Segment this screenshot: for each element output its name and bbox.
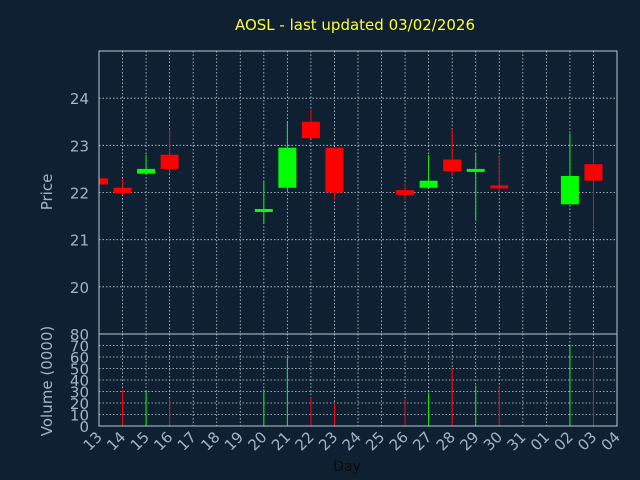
x-tick-label: 23 xyxy=(315,428,341,454)
x-axis-label: Day xyxy=(333,459,361,475)
x-tick-label: 28 xyxy=(433,428,459,454)
volume-grid xyxy=(99,334,617,426)
price-tick-label: 23 xyxy=(70,137,89,155)
x-tick-label: 24 xyxy=(339,428,365,454)
price-candles xyxy=(98,109,603,231)
candle-body-up xyxy=(466,168,485,172)
price-grid xyxy=(99,51,617,334)
volume-bars xyxy=(122,345,594,426)
candle-body-down xyxy=(443,159,462,172)
candle-body-down xyxy=(99,178,108,185)
price-axis-label: Price xyxy=(38,174,56,211)
volume-tick-label: 30 xyxy=(70,384,89,402)
x-tick-label: 16 xyxy=(150,428,176,454)
candle-body-up xyxy=(137,168,156,174)
candle-body-up xyxy=(254,209,273,213)
price-tick-label: 20 xyxy=(70,279,89,297)
volume-axis-label: Volume (0000) xyxy=(38,326,56,436)
x-tick-label: 30 xyxy=(480,428,506,454)
x-tick-label: 25 xyxy=(362,428,388,454)
x-tick-label: 22 xyxy=(292,428,318,454)
candle-body-down xyxy=(490,185,509,189)
candle-body-down xyxy=(160,154,179,169)
x-tick-label: 26 xyxy=(386,428,412,454)
candle-body-up xyxy=(560,175,579,205)
price-tick-label: 21 xyxy=(70,232,89,250)
candle-body-down xyxy=(113,187,132,193)
x-tick-label: 21 xyxy=(268,428,294,454)
volume-tick-label: 60 xyxy=(70,349,89,367)
volume-tick-label: 50 xyxy=(70,361,89,379)
chart-title: AOSL - last updated 03/02/2026 xyxy=(235,16,475,34)
x-tick-label: 15 xyxy=(127,428,153,454)
x-tick-label: 04 xyxy=(598,428,624,454)
candle-body-down xyxy=(584,164,603,181)
volume-tick-label: 40 xyxy=(70,372,89,390)
volume-tick-label: 80 xyxy=(70,326,89,344)
volume-tick-label: 10 xyxy=(70,407,89,425)
volume-tick-label: 70 xyxy=(70,338,89,356)
volume-tick-label: 0 xyxy=(79,418,89,436)
x-tick-label: 29 xyxy=(456,428,482,454)
candle-body-down xyxy=(396,190,415,195)
price-tick-label: 22 xyxy=(70,185,89,203)
volume-panel-frame xyxy=(98,333,618,427)
x-tick-label: 18 xyxy=(197,428,223,454)
candle-body-down xyxy=(301,121,320,139)
x-tick-label: 20 xyxy=(244,428,270,454)
candle-body-down xyxy=(325,147,344,193)
price-tick-label: 24 xyxy=(70,90,89,108)
x-tick-label: 03 xyxy=(574,428,600,454)
x-tick-label: 01 xyxy=(527,428,553,454)
volume-tick-label: 20 xyxy=(70,395,89,413)
candle-body-up xyxy=(419,180,438,188)
candle-body-up xyxy=(278,147,297,188)
x-tick-label: 02 xyxy=(551,428,577,454)
x-tick-label: 31 xyxy=(503,428,529,454)
x-tick-label: 27 xyxy=(409,428,435,454)
axes: 2021222324010203040506070801314151617181… xyxy=(70,50,624,454)
x-tick-label: 17 xyxy=(174,428,200,454)
x-tick-label: 14 xyxy=(103,428,129,454)
x-tick-label: 19 xyxy=(221,428,247,454)
